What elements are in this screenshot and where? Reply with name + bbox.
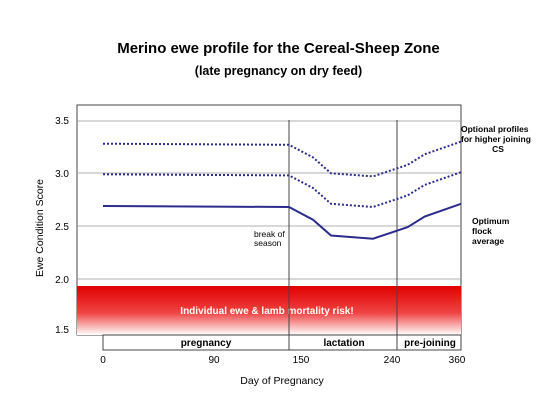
phase-label-pregnancy: pregnancy	[181, 338, 232, 349]
risk-label: Individual ewe & lamb mortality risk!	[180, 306, 353, 317]
chart-subtitle: (late pregnancy on dry feed)	[194, 64, 363, 78]
phase-label-lactation: lactation	[323, 338, 364, 349]
annotation-optional-profiles-line: CS	[492, 144, 504, 154]
annotation-break-of-season-line: season	[254, 238, 282, 248]
annotation-optional-profiles-line: for higher joining	[461, 134, 531, 144]
series-layer	[102, 140, 462, 240]
annotation-optional-profiles-line: Optional profiles	[461, 124, 529, 134]
annotation-optimum-line: flock	[472, 226, 492, 236]
x-tick-labels: 0 90 150 240 360	[100, 355, 466, 366]
phase-dividers	[288, 120, 398, 350]
chart-title: Merino ewe profile for the Cereal-Sheep …	[117, 40, 440, 57]
annotation-optimum-line: average	[472, 236, 504, 246]
y-tick-label: 2.5	[55, 222, 69, 233]
gridlines	[77, 120, 461, 280]
annotation-optimum: Optimum flock average	[472, 216, 510, 246]
series-line-1	[102, 140, 462, 178]
x-axis-label: Day of Pregnancy	[240, 375, 324, 387]
phase-bar	[102, 334, 462, 351]
x-tick-label: 240	[384, 355, 401, 366]
y-tick-labels: 3.5 3.0 2.5 2.0 1.5	[55, 116, 69, 336]
series-line-2	[102, 171, 462, 209]
y-axis-label: Ewe Condition Score	[34, 179, 46, 277]
y-tick-label: 3.5	[55, 116, 69, 127]
x-tick-label: 150	[293, 355, 310, 366]
x-tick-label: 90	[208, 355, 220, 366]
annotation-optional-profiles: Optional profiles for higher joining CS	[461, 124, 531, 154]
x-tick-label: 360	[449, 355, 466, 366]
y-tick-label: 3.0	[55, 169, 69, 180]
x-tick-label: 0	[100, 355, 106, 366]
y-tick-label: 1.5	[55, 325, 69, 336]
y-tick-label: 2.0	[55, 275, 69, 286]
series-line-3	[102, 202, 462, 240]
phase-label-pre-joining: pre-joining	[404, 338, 456, 349]
annotation-break-of-season-line: break of	[254, 229, 285, 239]
annotation-optimum-line: Optimum	[472, 216, 510, 226]
annotation-break-of-season: break of season	[254, 229, 285, 248]
